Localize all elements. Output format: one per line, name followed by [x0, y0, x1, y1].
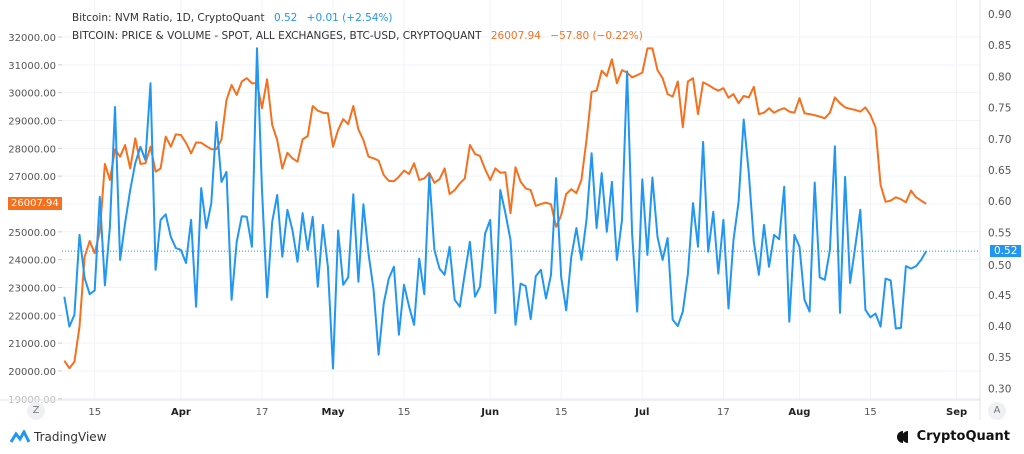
series-layer	[63, 47, 928, 370]
legend-price: BITCOIN: PRICE & VOLUME - SPOT, ALL EXCH…	[72, 30, 643, 42]
tradingview-label: TradingView	[34, 430, 107, 444]
left-axis-tick-label: 20000.00	[8, 367, 56, 378]
tradingview-logo[interactable]: TradingView	[10, 430, 107, 444]
legend-nvm-title: Bitcoin: NVM Ratio, 1D, CryptoQuant	[72, 12, 265, 24]
legend-price-change: −57.80 (−0.22%)	[550, 30, 643, 42]
x-axis-tick-label: 15	[555, 407, 568, 418]
tradingview-icon	[10, 430, 30, 443]
left-axis-tick-label: 25000.00	[8, 228, 56, 239]
left-axis-tick-label: 32000.00	[8, 33, 56, 44]
x-axis-tick-label: 15	[88, 407, 101, 418]
zoom-z-button[interactable]: Z	[27, 402, 45, 420]
right-axis-tick-label: 0.65	[988, 165, 1011, 177]
x-axis-tick-label: Jul	[634, 407, 649, 418]
x-axis-tick-label: 17	[256, 407, 269, 418]
left-axis-tick-label: 24000.00	[8, 256, 56, 267]
x-axis-tick-label: Jun	[480, 407, 499, 418]
nvm-ratio-series-line	[63, 47, 928, 370]
right-axis-tick-label: 0.55	[988, 227, 1011, 239]
right-axis-tick-label: 0.85	[988, 40, 1011, 52]
x-axis-tick-label: Aug	[788, 407, 810, 418]
left-axis-tick-label: 21000.00	[8, 339, 56, 350]
cryptoquant-icon	[896, 430, 908, 443]
cryptoquant-label: CryptoQuant	[916, 429, 1010, 444]
cryptoquant-logo: CryptoQuant	[896, 429, 1010, 444]
x-axis-tick-label: 17	[717, 407, 730, 418]
right-axis-tick-label: 0.75	[988, 103, 1011, 115]
ratio-last-badge: 0.52	[990, 245, 1022, 257]
left-axis-tick-label: 22000.00	[8, 311, 56, 322]
left-axis-tick-label: 31000.00	[8, 61, 56, 72]
right-axis-tick-label: 0.50	[988, 260, 1011, 272]
right-axis-tick-label: 0.90	[988, 9, 1011, 21]
left-axis-tick-label: 23000.00	[8, 283, 56, 294]
x-axis-tick-label: May	[322, 407, 345, 418]
legend-nvm: Bitcoin: NVM Ratio, 1D, CryptoQuant 0.52…	[72, 12, 393, 24]
right-axis-tick-label: 0.45	[988, 290, 1011, 302]
left-axis-tick-label: 28000.00	[8, 144, 56, 155]
x-axis-tick-label: 15	[398, 407, 411, 418]
right-axis-tick-label: 0.30	[988, 383, 1011, 395]
legend-price-value: 26007.94	[490, 30, 541, 42]
x-axis-tick-label: Sep	[946, 407, 967, 418]
right-axis-tick-label: 0.80	[988, 71, 1011, 83]
left-axis-tick-label: 30000.00	[8, 89, 56, 100]
auto-scale-a-button[interactable]: A	[988, 402, 1006, 420]
left-axis-tick-label: 29000.00	[8, 116, 56, 127]
legend-price-title: BITCOIN: PRICE & VOLUME - SPOT, ALL EXCH…	[72, 30, 482, 42]
legend-nvm-value: 0.52	[273, 12, 298, 24]
price-series-line	[63, 47, 927, 370]
legend-nvm-change: +0.01 (+2.54%)	[306, 12, 393, 24]
left-axis-tick-label: 27000.00	[8, 172, 56, 183]
x-axis-tick-label: Apr	[171, 407, 191, 418]
axes: 32000.00 31000.00 30000.00 29000.00 28000.00…	[0, 0, 1011, 420]
price-last-badge: 26007.94	[8, 197, 62, 210]
x-axis-tick-label: 15	[864, 407, 877, 418]
right-axis-tick-label: 0.40	[988, 321, 1011, 333]
grid	[62, 0, 980, 400]
right-axis-tick-label: 0.60	[988, 196, 1011, 208]
right-axis-tick-label: 0.70	[988, 134, 1011, 146]
right-axis-tick-label: 0.35	[988, 352, 1011, 364]
